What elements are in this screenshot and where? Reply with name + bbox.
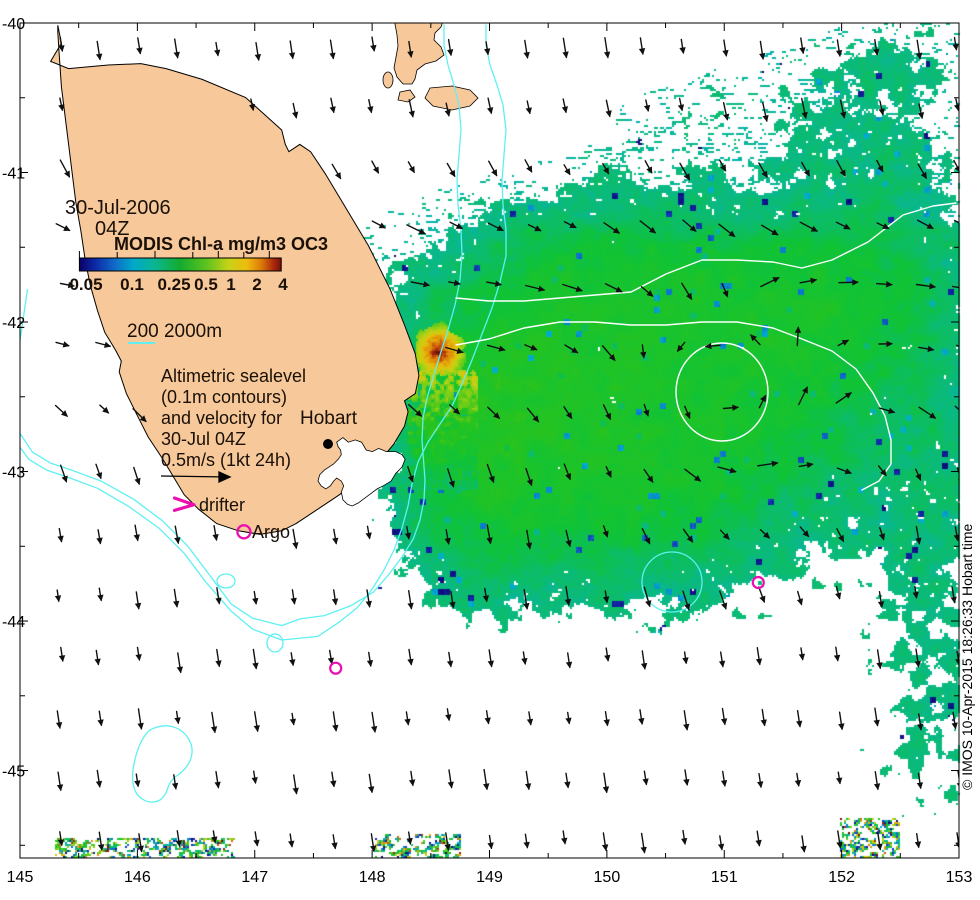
svg-text:Altimetric sealevel: Altimetric sealevel: [161, 366, 306, 386]
svg-text:1: 1: [226, 275, 235, 294]
svg-text:0.5m/s (1kt 24h): 0.5m/s (1kt 24h): [161, 450, 291, 470]
svg-text:MODIS Chl-a mg/m3 OC3: MODIS Chl-a mg/m3 OC3: [114, 234, 328, 254]
svg-text:30-Jul-2006: 30-Jul-2006: [65, 197, 171, 219]
svg-text:-44: -44: [2, 614, 25, 631]
svg-text:2: 2: [252, 275, 261, 294]
svg-text:drifter: drifter: [199, 495, 245, 515]
svg-text:151: 151: [711, 869, 738, 886]
svg-text:150: 150: [594, 869, 621, 886]
svg-text:© IMOS 10-Apr-2015 18:26:33 Ho: © IMOS 10-Apr-2015 18:26:33 Hobart time: [959, 523, 975, 790]
svg-text:4: 4: [278, 275, 288, 294]
svg-text:153: 153: [946, 869, 973, 886]
svg-text:-43: -43: [2, 465, 25, 482]
svg-text:-41: -41: [2, 166, 25, 183]
svg-text:-45: -45: [2, 764, 25, 781]
svg-text:148: 148: [359, 869, 386, 886]
svg-text:0.05: 0.05: [69, 275, 102, 294]
svg-text:0.25: 0.25: [157, 275, 190, 294]
svg-text:147: 147: [241, 869, 268, 886]
svg-text:200 2000m: 200 2000m: [127, 321, 222, 342]
svg-text:Argo: Argo: [252, 522, 290, 542]
svg-text:-40: -40: [2, 16, 25, 33]
svg-text:0.1: 0.1: [120, 275, 144, 294]
svg-text:(0.1m contours): (0.1m contours): [161, 387, 287, 407]
svg-text:149: 149: [476, 869, 503, 886]
svg-text:Hobart: Hobart: [300, 408, 358, 429]
svg-text:-42: -42: [2, 315, 25, 332]
svg-text:and velocity for: and velocity for: [161, 408, 282, 428]
svg-text:152: 152: [828, 869, 855, 886]
svg-text:30-Jul 04Z: 30-Jul 04Z: [161, 429, 246, 449]
svg-text:145: 145: [7, 869, 34, 886]
svg-text:0.5: 0.5: [194, 275, 218, 294]
svg-text:146: 146: [124, 869, 151, 886]
